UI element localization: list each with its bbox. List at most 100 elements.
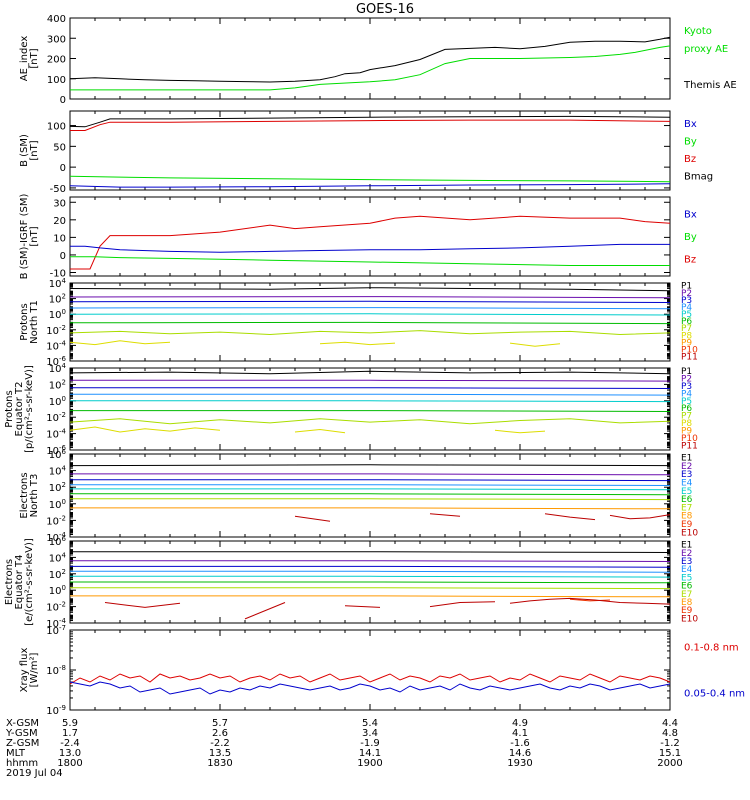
ephemeris-value: -2.4 — [60, 738, 80, 749]
series-group — [70, 215, 671, 270]
series-line — [70, 507, 671, 510]
legend-entry: P7 — [681, 324, 692, 334]
y-tick-label: 102 — [49, 481, 66, 494]
series-line — [70, 551, 671, 553]
series-line — [294, 428, 346, 434]
legend-entry: Bmag — [684, 171, 713, 182]
legend-entry: P1 — [681, 367, 692, 377]
series-line — [70, 484, 671, 486]
y-tick-label: 10-2 — [46, 324, 66, 337]
y-axis-label: B (SM)-IGRF (SM) — [19, 194, 30, 280]
series-line — [70, 575, 671, 578]
legend-entry: P4 — [681, 389, 692, 399]
y-tick-label: 100 — [49, 584, 66, 597]
series-line — [70, 498, 671, 501]
y-axis-label: Protons — [4, 390, 15, 427]
y-tick-label: 100 — [49, 395, 66, 408]
legend-entry: P7 — [681, 412, 692, 422]
legend-entry: P8 — [681, 419, 692, 429]
panel-4: 104 102 100 10-2 10-4 10-6 Protons North T1 P1P2… — [19, 277, 698, 368]
ephemeris-value: -1.6 — [510, 738, 530, 749]
series-line — [70, 473, 671, 476]
legend-entry: E7 — [681, 503, 692, 513]
legend-entry: By — [684, 232, 697, 243]
legend-entry: P8 — [681, 331, 692, 341]
ephemeris-value: 1.7 — [62, 728, 78, 739]
legend-entry: P9 — [681, 427, 692, 437]
ephemeris-value: -2.2 — [210, 738, 230, 749]
legend-entry: P6 — [681, 317, 692, 327]
legend-entry: E4 — [681, 565, 693, 575]
y-tick-label: 102 — [49, 293, 66, 306]
y-tick-label: 10-4 — [46, 531, 66, 544]
y-tick-label: 10-4 — [46, 339, 66, 352]
series-line — [569, 598, 611, 602]
series-line — [70, 45, 671, 91]
y-tick-label: 100 — [49, 308, 66, 321]
legend-entry: E9 — [681, 606, 693, 616]
y-tick-label: 100 — [49, 498, 66, 511]
y-axis-label: Xray flux — [19, 648, 30, 693]
series-group — [69, 36, 671, 91]
y-tick-label: 10-4 — [46, 428, 66, 441]
series-group — [69, 464, 671, 522]
ephemeris-value: 4.9 — [512, 718, 528, 729]
series-line — [70, 379, 671, 382]
y-tick-label: 10-9 — [46, 704, 66, 717]
panel-frame — [69, 629, 671, 711]
series-line — [69, 300, 671, 303]
y-axis-label: North T3 — [29, 474, 40, 518]
series-line — [69, 681, 671, 695]
legend-entry: P6 — [681, 404, 692, 414]
series-group — [69, 115, 671, 188]
legend-entry: P11 — [681, 353, 698, 363]
y-tick-label: 200 — [47, 55, 66, 66]
series-line — [69, 36, 671, 83]
plot-title: GOES-16 — [356, 2, 414, 17]
legend-entry: Bx — [684, 119, 697, 130]
series-line — [69, 307, 671, 310]
y-tick-label: 10-8 — [46, 664, 66, 677]
legend-entry: E9 — [681, 520, 693, 530]
y-tick-label: 102 — [49, 378, 66, 391]
series-line — [69, 183, 671, 188]
legend-entry: E6 — [681, 495, 693, 505]
series-line — [69, 464, 671, 467]
legend-entry: E3 — [681, 557, 692, 567]
panel-7: 106 104 102 100 10-2 10-4 Electrons Equator T4[… — [4, 535, 698, 630]
series-line — [70, 256, 670, 266]
series-line — [69, 340, 171, 346]
y-tick-label: 100 — [47, 122, 66, 133]
y-tick-label: 300 — [47, 34, 66, 45]
panel-frame — [69, 453, 671, 538]
series-line — [69, 426, 221, 433]
ephemeris-row-label: Y-GSM — [5, 728, 38, 739]
series-line — [70, 565, 671, 568]
legend-entry: P11 — [681, 442, 698, 452]
y-axis-label: [nT] — [29, 140, 40, 160]
y-tick-label: 400 — [47, 14, 66, 25]
series-line — [70, 493, 671, 496]
series-line — [609, 514, 671, 520]
series-line — [70, 581, 671, 584]
ephemeris-table: X-GSM 5.9 5.7 5.4 4.9 4.4 Y-GSM 1.7 2.6 3.4 4.1 4.8… — [5, 718, 683, 779]
y-axis-label: AE_index — [19, 36, 30, 82]
legend-entry: E4 — [681, 479, 693, 489]
legend-entry: E5 — [681, 487, 692, 497]
legend-entry: E2 — [681, 462, 692, 472]
series-line — [544, 513, 596, 521]
legend-entry: P5 — [681, 310, 692, 320]
y-tick-label: -50 — [50, 184, 66, 195]
y-axis-label: [p/(cm²-s-sr-keV)] — [24, 365, 35, 453]
series-line — [70, 570, 671, 573]
ephemeris-row-label: Z-GSM — [6, 738, 39, 749]
ephemeris-value: 5.9 — [62, 718, 78, 729]
series-line — [70, 560, 671, 562]
ephemeris-value: 14.6 — [509, 748, 531, 759]
series-line — [69, 321, 671, 325]
panel-1: 0 100 200 300 400 AE_index [nT] Kyoto proxy AE Th… — [19, 14, 737, 106]
legend-entry: P3 — [681, 296, 692, 306]
